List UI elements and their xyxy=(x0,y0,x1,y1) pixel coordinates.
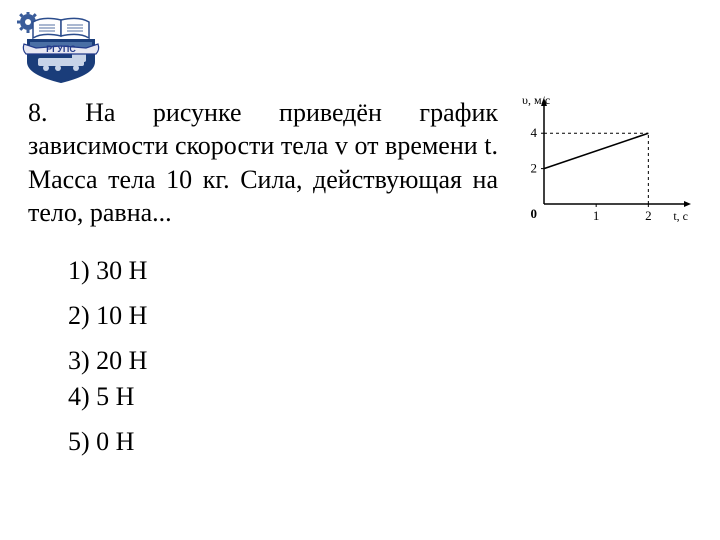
svg-text:2: 2 xyxy=(531,161,538,176)
logo-banner-text: РГУПС xyxy=(46,44,76,54)
svg-text:t, с: t, с xyxy=(673,209,688,223)
svg-text:4: 4 xyxy=(531,125,538,140)
question-number: 8. xyxy=(28,98,48,127)
velocity-chart: 2 4 1 2 0 υ, м/с t, с xyxy=(514,92,692,228)
answer-option-5: 5) 0 Н xyxy=(68,426,692,457)
answer-option-3: 3) 20 Н xyxy=(68,345,692,376)
svg-text:υ, м/с: υ, м/с xyxy=(522,93,550,107)
question-block: 8. На рисунке приведён график зависимост… xyxy=(28,96,498,229)
answer-option-1: 1) 30 Н xyxy=(68,255,692,286)
svg-text:2: 2 xyxy=(645,208,652,223)
answers-list: 1) 30 Н 2) 10 Н 3) 20 Н 4) 5 Н 5) 0 Н xyxy=(68,255,692,457)
svg-text:1: 1 xyxy=(593,208,600,223)
svg-text:0: 0 xyxy=(531,206,538,221)
question-body: На рисунке приведён график зависимости с… xyxy=(28,98,498,227)
university-logo: РГУПС xyxy=(16,12,106,84)
answer-option-2: 2) 10 Н xyxy=(68,300,692,331)
answer-option-4: 4) 5 Н xyxy=(68,381,692,412)
